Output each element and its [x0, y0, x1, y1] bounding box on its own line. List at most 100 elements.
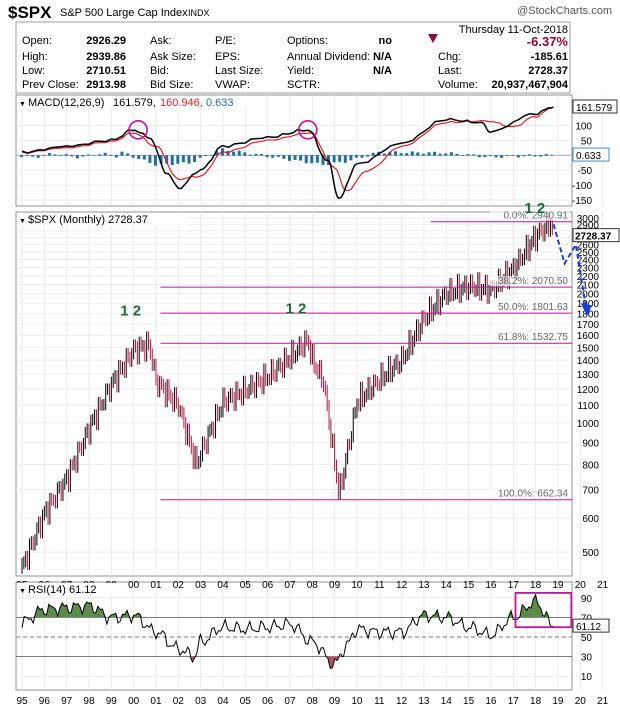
- macd-tick--50: -50: [578, 166, 593, 177]
- macd-histogram-bar: [366, 155, 370, 157]
- macd-hist-badge-box: [572, 147, 610, 162]
- xtick-rsi-98: 98: [83, 696, 95, 707]
- dividend-value: N/A: [373, 51, 392, 63]
- macd-histogram-bar: [287, 155, 291, 161]
- macd-tick-100: 100: [575, 121, 592, 132]
- macd-histogram-bar: [232, 151, 236, 156]
- macd-histogram-bar: [421, 153, 425, 156]
- xtick-rsi-08: 08: [307, 696, 319, 707]
- macd-histogram-bar: [472, 154, 476, 156]
- row2-label4: Annual Dividend:: [287, 51, 370, 63]
- quote-box: [15, 21, 571, 94]
- macd-histogram-bar: [343, 155, 347, 163]
- macd-histogram-bar: [254, 153, 258, 156]
- xtick-price-20: 20: [575, 580, 587, 591]
- macd-histogram-bar: [170, 155, 174, 166]
- macd-histogram-bar: [276, 155, 280, 157]
- price-tick-2200: 2200: [577, 272, 600, 283]
- macd-histogram-bar: [321, 155, 325, 165]
- xtick-price-01: 01: [150, 580, 162, 591]
- macd-histogram-bar: [444, 153, 448, 156]
- rsi-oversold-fill: [22, 656, 554, 669]
- pct-change: -6.37%: [527, 34, 569, 49]
- macd-histogram-bar: [92, 155, 96, 156]
- row1-label4: Options:: [287, 35, 328, 47]
- macd-histogram-bar: [483, 155, 487, 158]
- row3-label: Low:: [22, 65, 45, 77]
- watermark: @StockCharts.com: [517, 5, 612, 17]
- macd-histogram-bar: [215, 151, 219, 156]
- row1-label2: Ask:: [150, 35, 171, 47]
- macd-histogram-bar: [137, 155, 141, 160]
- row3-label2: Bid:: [150, 65, 169, 77]
- rsi-collapse-icon: ▼: [19, 588, 26, 595]
- macd-histogram-bar: [131, 155, 135, 158]
- price-tick-1400: 1400: [577, 356, 600, 367]
- row3-label4: Yield:: [287, 65, 314, 77]
- macd-histogram-bar: [70, 155, 74, 157]
- rsi-tick-50: 50: [581, 633, 593, 644]
- xtick-rsi-15: 15: [463, 696, 475, 707]
- fib-label-bg: [490, 302, 570, 313]
- price-tick-1300: 1300: [577, 370, 600, 381]
- macd-peak-circle-2007: [298, 120, 318, 140]
- xtick-price-17: 17: [508, 580, 520, 591]
- macd-histogram-bar: [505, 155, 509, 156]
- macd-badge-box: [572, 99, 618, 114]
- price-panel-frame: [15, 211, 573, 577]
- xtick-rsi-06: 06: [262, 696, 274, 707]
- xtick-rsi-96: 96: [39, 696, 51, 707]
- macd-histogram-bar: [371, 152, 375, 156]
- price-tick-600: 600: [582, 514, 599, 525]
- macd-signal-line: [21, 106, 554, 192]
- macd-histogram-bar: [176, 155, 180, 164]
- xtick-price-03: 03: [195, 580, 207, 591]
- macd-histogram-bar: [248, 154, 252, 156]
- xtick-rsi-20: 20: [575, 696, 587, 707]
- macd-histogram-bar: [399, 153, 403, 156]
- price-tick-1200: 1200: [577, 385, 600, 396]
- macd-histogram-bar: [550, 154, 554, 156]
- rsi-badge-box: [572, 618, 610, 633]
- symbol-title: $SPX: [8, 3, 52, 22]
- macd-value-2: 160.946,: [160, 97, 203, 109]
- macd-histogram-bar: [533, 155, 537, 157]
- macd-histogram-bar: [494, 155, 498, 158]
- xtick-price-05: 05: [240, 580, 252, 591]
- price-tick-2300: 2300: [577, 264, 600, 275]
- xtick-rsi-13: 13: [418, 696, 430, 707]
- price-tick-700: 700: [582, 485, 599, 496]
- xtick-price-13: 13: [418, 580, 430, 591]
- macd-histogram-bar: [47, 152, 51, 156]
- macd-histogram-bar: [449, 152, 453, 156]
- xtick-price-10: 10: [351, 580, 363, 591]
- volume-label: Volume:: [438, 79, 478, 91]
- macd-value-1: 161.579,: [113, 97, 156, 109]
- macd-histogram-bar: [293, 155, 297, 160]
- wave-label-2007: 1 2: [285, 300, 306, 317]
- macd-histogram-bar: [165, 155, 169, 164]
- rsi-overbought-fill: [22, 594, 554, 618]
- xtick-rsi-16: 16: [485, 696, 497, 707]
- macd-value-3: 0.633: [206, 97, 234, 109]
- macd-histogram-bar: [455, 153, 459, 156]
- macd-histogram-bar: [198, 155, 202, 158]
- macd-histogram-bar: [522, 155, 526, 157]
- macd-histogram-bar: [31, 155, 35, 157]
- rsi-tick-90: 90: [581, 594, 593, 605]
- macd-histogram-bar: [209, 154, 213, 156]
- chg-label: Chg:: [438, 51, 461, 63]
- rsi-highlight-box: [514, 592, 573, 629]
- macd-histogram-bar: [103, 152, 107, 156]
- xtick-price-08: 08: [307, 580, 319, 591]
- rsi-badge: 61.12: [576, 622, 601, 633]
- macd-histogram-bar: [299, 155, 303, 161]
- row2-value: 2939.86: [86, 51, 126, 63]
- xtick-price-18: 18: [530, 580, 542, 591]
- price-badge-box: [572, 228, 620, 243]
- macd-histogram-bar: [477, 155, 481, 158]
- macd-histogram-bar: [109, 154, 113, 156]
- macd-histogram-bar: [25, 155, 29, 157]
